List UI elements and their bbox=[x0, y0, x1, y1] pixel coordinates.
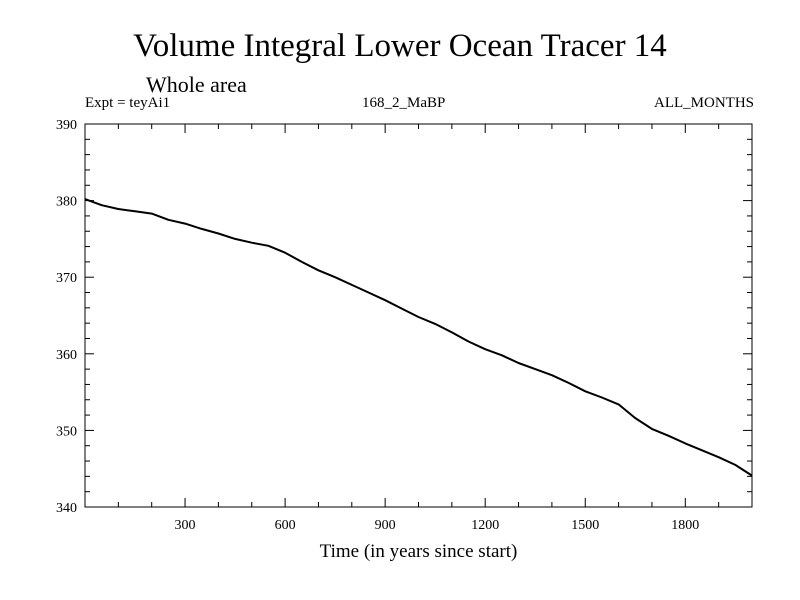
y-tick-label: 360 bbox=[56, 348, 77, 363]
x-axis-label: Time (in years since start) bbox=[320, 541, 518, 562]
chart-title: Volume Integral Lower Ocean Tracer 14 bbox=[133, 28, 667, 64]
y-tick-label: 380 bbox=[56, 195, 77, 210]
x-tick-label: 1800 bbox=[671, 518, 699, 533]
x-tick-label: 900 bbox=[375, 518, 396, 533]
axis-tick-labels: 300 600 900 1200 1500 1800 340 350 360 370 380 390 bbox=[56, 118, 699, 533]
x-tick-label: 300 bbox=[175, 518, 196, 533]
y-tick-label: 340 bbox=[56, 501, 77, 516]
months-label: ALL_MONTHS bbox=[654, 95, 754, 111]
experiment-label: Expt = teyAi1 bbox=[85, 95, 171, 111]
x-tick-label: 600 bbox=[275, 518, 296, 533]
run-label: 168_2_MaBP bbox=[362, 95, 446, 111]
y-tick-label: 350 bbox=[56, 424, 77, 439]
series-line bbox=[84, 198, 753, 477]
chart-subtitle: Whole area bbox=[146, 72, 247, 97]
axis-ticks bbox=[85, 124, 752, 507]
plot-frame bbox=[84, 123, 753, 508]
series-layer bbox=[84, 198, 753, 477]
y-tick-label: 390 bbox=[56, 118, 77, 133]
x-tick-label: 1200 bbox=[471, 518, 499, 533]
y-tick-label: 370 bbox=[56, 271, 77, 286]
x-tick-label: 1500 bbox=[571, 518, 599, 533]
